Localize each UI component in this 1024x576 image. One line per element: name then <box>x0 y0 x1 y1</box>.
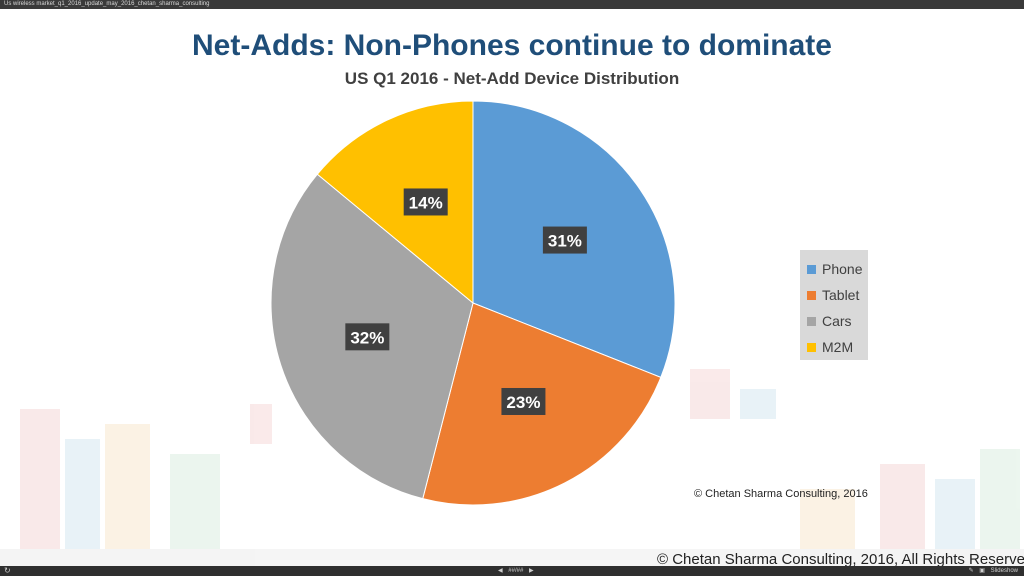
legend-item-cars: Cars <box>807 308 868 334</box>
data-label-text: 31% <box>548 232 582 251</box>
pie-slice-m2m <box>316 100 474 305</box>
toolbar-right: ✎ ▣ Slideshow <box>965 566 1018 576</box>
chart-title: US Q1 2016 - Net-Add Device Distribution <box>344 69 680 88</box>
slide: Net-Adds: Non-Phones continue to dominat… <box>0 9 1024 566</box>
footer-copyright: © Chetan Sharma Consulting, 2016, All Ri… <box>657 551 1024 566</box>
slide-navigation: ◀ ##/## ▶ <box>496 566 536 576</box>
ground-shape <box>0 549 1024 566</box>
presentation-toolbar: ↻ ◀ ##/## ▶ ✎ ▣ Slideshow <box>0 566 1024 576</box>
legend-label: Phone <box>822 261 863 277</box>
data-label-text: 32% <box>350 328 384 347</box>
slideshow-icon[interactable]: ▣ <box>979 568 985 574</box>
data-label-box <box>403 188 448 216</box>
legend-item-m2m: M2M <box>807 334 868 360</box>
sign-shape <box>250 404 272 444</box>
building-shape <box>20 409 60 549</box>
legend-item-phone: Phone <box>807 256 868 282</box>
chart-legend: Phone Tablet Cars M2M <box>800 250 868 360</box>
legend-swatch <box>807 342 816 352</box>
legend-swatch <box>807 264 816 274</box>
building-shape <box>880 464 925 549</box>
building-shape <box>65 439 100 549</box>
triangle-left-icon[interactable]: ◀ <box>498 568 503 574</box>
slideshow-button[interactable]: Slideshow <box>990 568 1018 574</box>
building-shape <box>690 369 730 419</box>
pie-chart: 31% 23% 32% 14% <box>270 100 676 506</box>
building-shape <box>105 424 150 549</box>
pencil-icon[interactable]: ✎ <box>968 568 974 574</box>
data-label-cars: 32% <box>345 323 390 351</box>
data-label-box <box>542 226 587 254</box>
legend-item-tablet: Tablet <box>807 282 868 308</box>
city-background-illustration <box>0 369 1024 566</box>
building-shape <box>740 389 776 419</box>
data-label-tablet: 23% <box>501 387 546 415</box>
legend-label: Tablet <box>822 287 860 303</box>
data-label-text: 14% <box>409 193 443 212</box>
data-label-text: 23% <box>506 393 540 412</box>
building-shape <box>980 449 1020 549</box>
chart-copyright: © Chetan Sharma Consulting, 2016 <box>694 488 868 500</box>
legend-swatch <box>807 290 816 300</box>
legend-label: Cars <box>822 313 852 329</box>
file-name: Us wireless market_q1_2016_update_may_20… <box>4 1 210 7</box>
legend-label: M2M <box>822 339 854 355</box>
data-label-m2m: 14% <box>403 188 448 216</box>
data-label-box <box>501 387 546 415</box>
window-title-bar: Us wireless market_q1_2016_update_may_20… <box>0 0 1024 9</box>
building-shape <box>170 454 220 549</box>
building-shape <box>935 479 975 549</box>
triangle-right-icon[interactable]: ▶ <box>528 568 534 574</box>
page-indicator: ##/## <box>508 568 524 574</box>
refresh-icon[interactable]: ↻ <box>4 566 11 575</box>
data-label-box <box>345 323 390 351</box>
building-shape <box>800 489 855 549</box>
slide-title: Net-Adds: Non-Phones continue to dominat… <box>192 29 832 62</box>
data-label-phone: 31% <box>542 226 587 254</box>
legend-swatch <box>807 316 816 326</box>
